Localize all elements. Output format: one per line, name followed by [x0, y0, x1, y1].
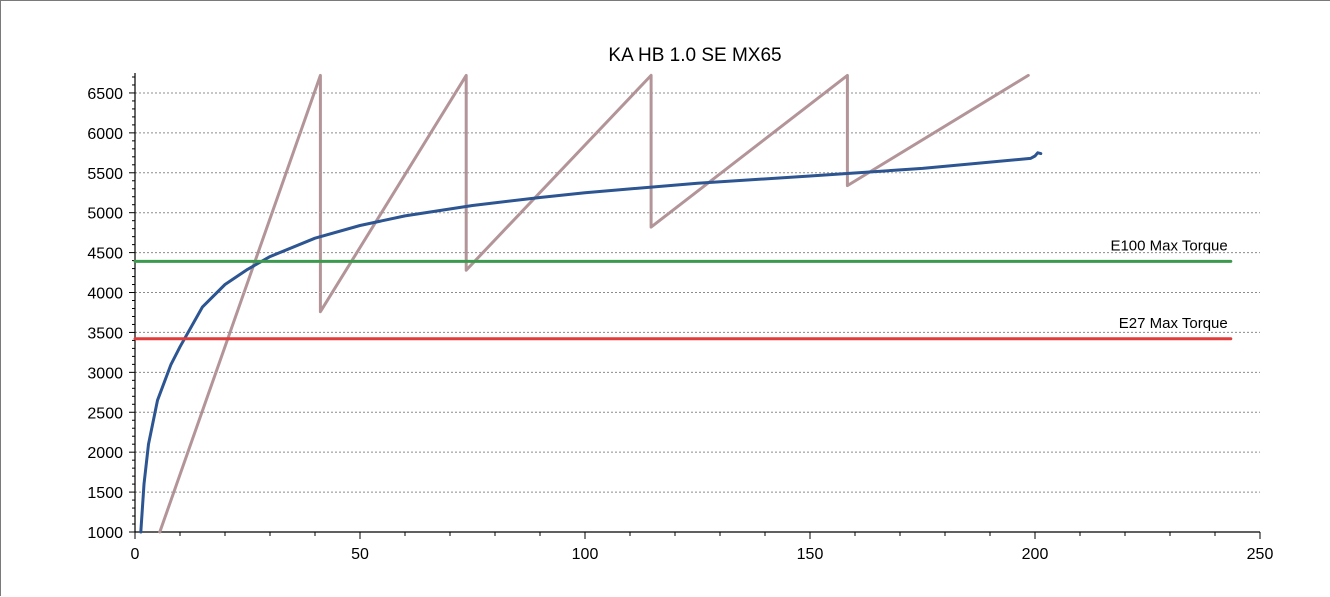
- y-tick-label: 3500: [87, 325, 123, 342]
- labels-layer: 1000150020002500300035004000450050005500…: [87, 86, 1273, 563]
- x-tick-label: 0: [131, 546, 140, 563]
- y-tick-label: 5000: [87, 206, 123, 223]
- x-tick-label: 200: [1022, 546, 1049, 563]
- grid-lines: [135, 92, 1260, 493]
- x-tick-label: 100: [572, 546, 599, 563]
- axes: [129, 73, 1261, 539]
- y-tick-label: 1000: [87, 525, 123, 542]
- y-tick-label: 1500: [87, 485, 123, 502]
- x-tick-label: 150: [797, 546, 824, 563]
- y-tick-label: 4000: [87, 286, 123, 303]
- series-line-0: [158, 73, 1030, 534]
- series-line-1: [139, 151, 1043, 534]
- annotation-label: E100 Max Torque: [1110, 237, 1227, 254]
- y-tick-label: 2500: [87, 405, 123, 422]
- y-tick-label: 6500: [87, 86, 123, 103]
- chart-title: KA HB 1.0 SE MX65: [608, 45, 781, 66]
- x-tick-label: 50: [351, 546, 369, 563]
- y-tick-label: 2000: [87, 445, 123, 462]
- x-tick-label: 250: [1247, 546, 1274, 563]
- series-layer: [133, 73, 1233, 534]
- y-tick-label: 3000: [87, 365, 123, 382]
- y-tick-label: 4500: [87, 246, 123, 263]
- annotation-label: E27 Max Torque: [1119, 315, 1228, 332]
- y-tick-label: 6000: [87, 126, 123, 143]
- y-tick-label: 5500: [87, 166, 123, 183]
